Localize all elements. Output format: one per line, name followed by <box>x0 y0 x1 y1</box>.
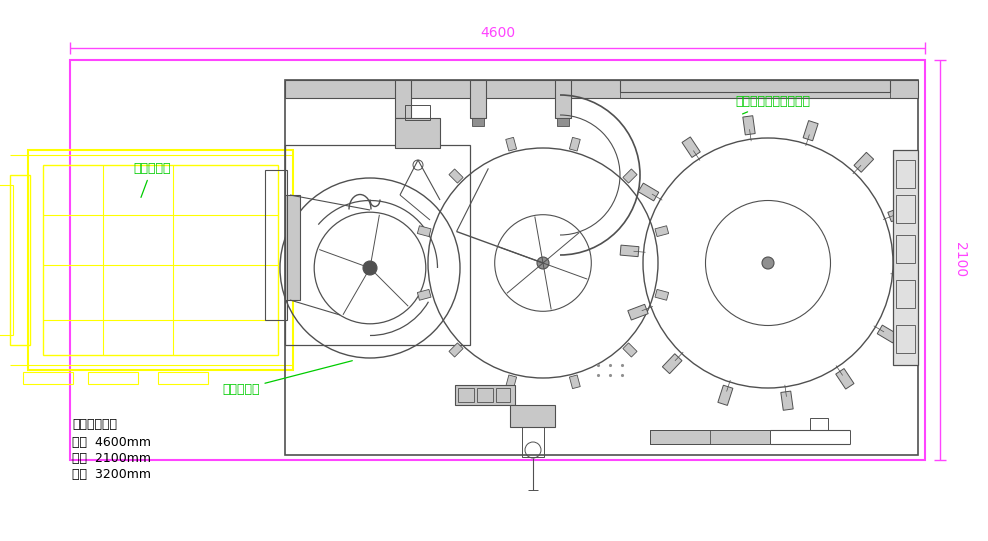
Bar <box>650 430 770 444</box>
Text: 单斗提升机: 单斗提升机 <box>133 162 171 197</box>
Bar <box>449 169 463 183</box>
Bar <box>622 343 637 357</box>
Bar <box>522 427 544 457</box>
Circle shape <box>762 257 774 269</box>
Bar <box>417 226 431 236</box>
Bar <box>682 137 700 157</box>
Bar <box>10 175 30 345</box>
Bar <box>458 388 474 402</box>
Bar <box>893 150 918 365</box>
Bar <box>854 153 873 172</box>
Bar <box>655 226 669 236</box>
Bar <box>417 289 431 300</box>
Bar <box>285 80 918 455</box>
Bar <box>395 80 411 118</box>
Bar <box>285 145 470 345</box>
Bar <box>23 372 73 384</box>
Bar <box>569 375 580 388</box>
Bar <box>655 289 669 300</box>
Text: 4600: 4600 <box>480 26 515 40</box>
Bar <box>897 269 916 281</box>
Bar <box>397 118 409 126</box>
Bar <box>620 92 890 98</box>
Bar <box>743 116 755 135</box>
Bar <box>477 388 493 402</box>
Text: 酸菜计量机: 酸菜计量机 <box>222 361 353 396</box>
Bar <box>810 418 828 430</box>
Text: 设备尺尸约：: 设备尺尸约： <box>72 418 117 431</box>
Bar <box>285 80 918 98</box>
Bar <box>836 368 854 389</box>
Bar <box>620 80 890 92</box>
Text: 高：  3200mm: 高： 3200mm <box>72 468 151 481</box>
Bar <box>896 325 915 353</box>
Bar <box>627 304 648 320</box>
Bar <box>638 183 659 201</box>
Bar <box>555 80 571 118</box>
Bar <box>449 343 463 357</box>
Bar <box>496 388 510 402</box>
Bar <box>510 405 555 427</box>
Text: 2100: 2100 <box>953 242 967 278</box>
Bar <box>405 105 430 120</box>
Bar <box>569 137 580 151</box>
Bar <box>506 137 517 151</box>
Bar <box>896 280 915 308</box>
Bar <box>896 235 915 263</box>
Bar <box>650 430 710 444</box>
Bar <box>888 206 908 222</box>
Bar <box>896 160 915 188</box>
Bar <box>718 385 733 405</box>
Bar <box>43 165 278 355</box>
Text: 酸菜全自动真空包装机: 酸菜全自动真空包装机 <box>735 95 810 114</box>
Bar <box>455 385 515 405</box>
Bar <box>285 195 300 300</box>
Bar <box>620 245 639 256</box>
Bar <box>877 325 898 343</box>
Bar <box>803 121 818 141</box>
Bar <box>265 170 287 320</box>
Bar <box>662 354 682 374</box>
Text: 长：  4600mm: 长： 4600mm <box>72 436 151 449</box>
Bar <box>472 118 484 126</box>
Circle shape <box>537 257 549 269</box>
Bar <box>0 185 13 335</box>
Bar <box>896 195 915 223</box>
Bar <box>622 169 637 183</box>
Text: 宽：  2100mm: 宽： 2100mm <box>72 452 151 465</box>
Bar <box>557 118 569 126</box>
Circle shape <box>363 261 377 275</box>
Bar <box>88 372 138 384</box>
Bar <box>70 60 925 460</box>
Bar <box>395 118 440 148</box>
Bar <box>781 391 793 410</box>
Bar <box>28 150 293 370</box>
Bar <box>470 80 486 118</box>
Bar <box>506 375 517 388</box>
Bar <box>158 372 208 384</box>
